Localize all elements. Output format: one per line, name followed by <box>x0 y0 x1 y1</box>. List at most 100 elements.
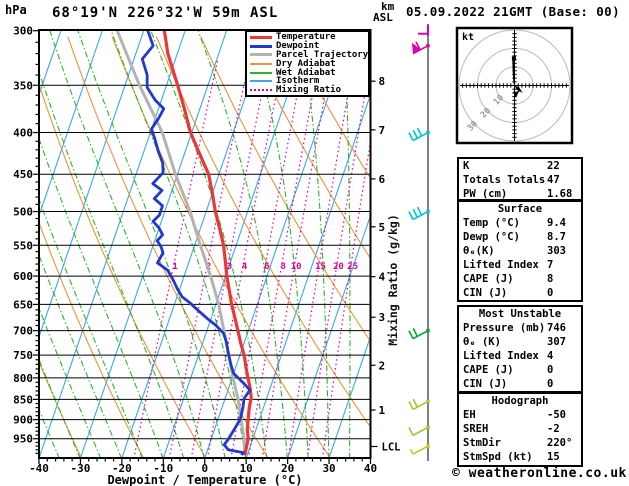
mixing-ratio-label: 6 <box>264 262 269 272</box>
table-row: Lifted Index 4 <box>459 349 581 363</box>
altitude-unit-asl: ASL <box>373 11 393 24</box>
mixing-ratio-line <box>287 58 355 458</box>
mixing-ratio-line <box>306 58 371 458</box>
mixing-ratio-line <box>168 58 250 458</box>
wet-adiabat-line <box>49 30 205 458</box>
x-tick-label: -20 <box>112 462 132 475</box>
row-value: 307 <box>547 336 566 348</box>
altitude-axis-unit: km ASL <box>373 1 394 23</box>
row-label: StmDir <box>463 437 501 449</box>
mixing-ratio-line-sample <box>250 89 272 92</box>
km-tick-label: 1 <box>379 404 386 417</box>
x-tick-label: 30 <box>322 462 335 475</box>
hodograph-table: Hodograph EH -50 SREH -2 StmDir 220° StmSpd (kt… <box>457 392 583 467</box>
dewpoint-line-sample <box>250 44 272 48</box>
row-label: Temp (°C) <box>463 217 520 229</box>
table-header: Most Unstable <box>478 308 562 320</box>
table-header: Surface <box>497 203 543 215</box>
x-axis-title: Dewpoint / Temperature (°C) <box>107 473 302 486</box>
row-value: 7 <box>547 259 554 271</box>
wet-adiabat-line <box>39 306 102 458</box>
table-row: Dewp (°C) 8.7 <box>459 230 581 244</box>
pressure-tick-label: 300 <box>13 25 33 38</box>
x-tick-label: -10 <box>153 462 173 475</box>
surface-table: Surface Temp (°C) 9.4 Dewp (°C) 8.7 θₑ(K) 303 L… <box>457 200 583 302</box>
table-header: Hodograph <box>491 395 549 407</box>
row-value: -50 <box>547 409 566 421</box>
pressure-tick-label: 900 <box>13 414 33 427</box>
wet-adiabat-line <box>39 136 164 458</box>
row-value: 1.68 <box>547 188 573 200</box>
wet-adiabat-line <box>343 30 351 458</box>
x-tick-label: 10 <box>240 462 253 475</box>
wet-adiabat-line <box>39 253 122 458</box>
mixing-ratio-label: 25 <box>347 262 358 272</box>
x-tick-label: 20 <box>281 462 294 475</box>
pressure-tick-label: 600 <box>13 270 33 283</box>
legend: Temperature Dewpoint Parcel Trajectory Dry … <box>245 30 370 97</box>
wet-adiabat-line <box>197 30 288 458</box>
x-tick-label: 40 <box>364 462 377 475</box>
mixing-ratio-label: 10 <box>291 262 302 272</box>
mixing-ratio-line <box>321 138 371 458</box>
km-tick-label: 6 <box>379 173 386 186</box>
mixing-ratio-line <box>133 58 219 458</box>
isotherm-line <box>121 30 269 458</box>
legend-item: Wet Adiabat <box>250 68 368 78</box>
row-value: 15 <box>547 451 560 463</box>
row-value: 8.7 <box>547 231 566 243</box>
row-value: 220° <box>547 437 573 449</box>
altitude-axis: 1 2 3 4 5 6 7 8 LCL Mixing Ratio (g/kg) <box>370 75 400 453</box>
row-value: 303 <box>547 245 566 257</box>
wet-adiabat-line <box>249 30 309 458</box>
row-label: SREH <box>463 423 489 435</box>
wet-adiabat-line <box>110 30 247 458</box>
dry-adiabat-line <box>244 36 371 260</box>
isotherm-line-sample <box>250 80 272 83</box>
sounding-traces <box>115 30 253 456</box>
table-row: StmSpd (kt) 15 <box>459 450 581 464</box>
row-label: Pressure (mb) <box>463 322 546 334</box>
x-tick-label: 0 <box>201 462 208 475</box>
mixing-ratio-label: 1 <box>172 262 177 272</box>
pressure-tick-label: 850 <box>13 393 33 406</box>
temperature-axis: -40 -30 -20 -10 0 10 20 30 40 Dewpoint / Temperat… <box>29 458 377 486</box>
km-tick-label: 4 <box>379 271 386 284</box>
mixing-ratio-label: 15 <box>315 262 326 272</box>
row-label: CAPE (J) <box>463 273 514 285</box>
legend-label: Isotherm <box>276 76 320 87</box>
mixing-ratio-label: 8 <box>280 262 285 272</box>
dewpoint-curve <box>140 30 252 456</box>
km-tick-label: 2 <box>379 359 386 372</box>
mixing-ratio-line <box>261 58 332 458</box>
dry-adiabat-line <box>288 36 371 180</box>
km-tick-label: 8 <box>379 75 386 88</box>
isotherm-line <box>79 30 228 458</box>
dry-adiabat-line <box>39 82 207 458</box>
table-row: Temp (°C) 9.4 <box>459 216 581 230</box>
table-row: θₑ(K) 303 <box>459 244 581 258</box>
altitude-unit-km: km <box>381 0 395 13</box>
pressure-tick-label: 950 <box>13 433 33 446</box>
row-value: 0 <box>547 364 554 376</box>
legend-label: Dry Adiabat <box>276 58 336 69</box>
isotherm-line <box>204 30 352 458</box>
row-value: 746 <box>547 322 566 334</box>
pressure-tick-label: 450 <box>13 168 33 181</box>
table-row: Totals Totals 47 <box>459 173 581 187</box>
row-label: Lifted Index <box>463 259 539 271</box>
legend-item: Parcel Trajectory <box>250 50 368 60</box>
row-value: 4 <box>547 350 554 362</box>
legend-item: Temperature <box>250 32 368 42</box>
row-label: Totals Totals <box>463 174 546 186</box>
dry-adiabat-line-sample <box>250 62 272 65</box>
isotherm-line <box>245 92 371 458</box>
legend-label: Dewpoint <box>276 41 320 52</box>
pressure-tick-label: 400 <box>13 127 33 140</box>
hodograph-trace <box>512 58 521 96</box>
table-row: Lifted Index 7 <box>459 258 581 272</box>
row-label: PW (cm) <box>463 188 508 200</box>
row-value: -2 <box>547 423 560 435</box>
datetime-label: 05.09.2022 21GMT (Base: 00) <box>406 4 620 19</box>
